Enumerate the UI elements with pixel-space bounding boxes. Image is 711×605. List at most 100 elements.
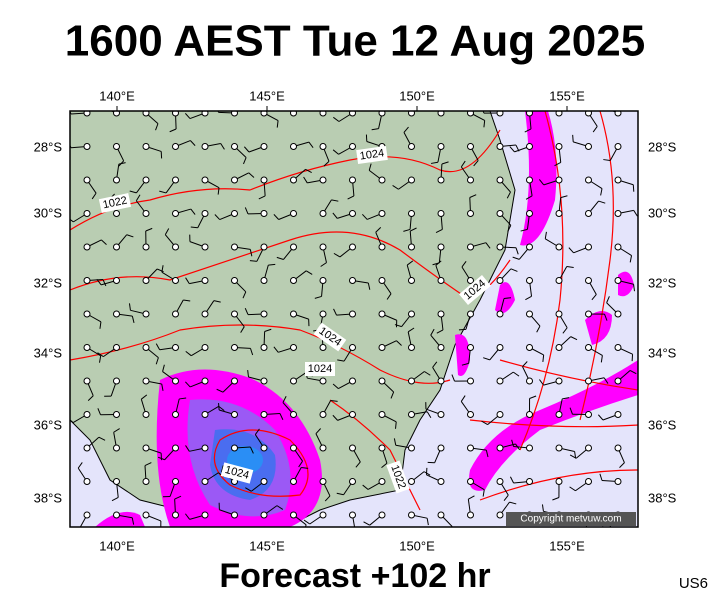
barb-station [261, 512, 267, 518]
x-tick-label: 145°E [249, 538, 285, 553]
barb-station [232, 244, 238, 250]
barb-station [586, 177, 592, 183]
y-tick-label: 28°S [34, 139, 63, 154]
barb-station [527, 278, 533, 284]
barb-station [320, 278, 326, 284]
barb-station [202, 278, 208, 284]
barb-station [232, 378, 238, 384]
barb-station [350, 512, 356, 518]
y-tick-label: 34°S [34, 345, 63, 360]
y-tick-label: 30°S [34, 205, 63, 220]
y-tick-label: 38°S [648, 490, 677, 505]
barb-station [379, 345, 385, 351]
barb-station [143, 278, 149, 284]
barb-station [143, 512, 149, 518]
barb-station [173, 278, 179, 284]
barb-station [438, 479, 444, 485]
barb-station [497, 412, 503, 418]
barb-station [379, 244, 385, 250]
barb-station [438, 211, 444, 217]
barb-station [84, 512, 90, 518]
barb-station [350, 244, 356, 250]
y-tick-label: 32°S [34, 275, 63, 290]
barb-station [291, 512, 297, 518]
barb-station [320, 345, 326, 351]
barb-station [438, 311, 444, 317]
barb-station [409, 345, 415, 351]
barb-station [497, 345, 503, 351]
barb-station [202, 412, 208, 418]
barb-station [438, 244, 444, 250]
barb-station [497, 445, 503, 451]
barb-station [556, 144, 562, 150]
barb-station [497, 177, 503, 183]
barb-station [468, 512, 474, 518]
barb-station [527, 311, 533, 317]
barb-flag [579, 531, 586, 532]
barb-station [114, 479, 120, 485]
barb-station [468, 479, 474, 485]
barb-station [173, 144, 179, 150]
barb-station [84, 278, 90, 284]
barb-station [261, 479, 267, 485]
barb-station [468, 177, 474, 183]
barb-station [261, 378, 267, 384]
barb-station [409, 311, 415, 317]
barb-station [409, 445, 415, 451]
barb-station [114, 244, 120, 250]
barb-station [468, 311, 474, 317]
barb-station [438, 177, 444, 183]
barb-station [556, 345, 562, 351]
barb-station [320, 211, 326, 217]
x-tick-label: 150°E [399, 538, 435, 553]
y-tick-label: 36°S [648, 417, 677, 432]
y-tick-label: 30°S [648, 205, 677, 220]
barb-station [556, 311, 562, 317]
barb-station [114, 144, 120, 150]
barb-station [527, 144, 533, 150]
barb-station [173, 244, 179, 250]
barb-station [114, 345, 120, 351]
barb-station [586, 378, 592, 384]
barb-station [379, 479, 385, 485]
barb-station [291, 311, 297, 317]
barb-station [350, 445, 356, 451]
barb-station [586, 144, 592, 150]
title: 1600 AEST Tue 12 Aug 2025 [65, 17, 645, 66]
barb-station [143, 244, 149, 250]
barb-station [202, 445, 208, 451]
barb-station [350, 311, 356, 317]
barb-station [291, 244, 297, 250]
barb-station [350, 378, 356, 384]
barb-station [497, 144, 503, 150]
barb-flag [250, 261, 257, 262]
barb-station [350, 177, 356, 183]
barb-station [173, 345, 179, 351]
barb-station [202, 211, 208, 217]
barb-station [468, 378, 474, 384]
barb-station [232, 144, 238, 150]
barb-station [261, 311, 267, 317]
barb-station [379, 311, 385, 317]
barb-flag [349, 531, 355, 535]
barb-station [409, 177, 415, 183]
barb-station [586, 345, 592, 351]
barb-station [291, 177, 297, 183]
barb-station [468, 211, 474, 217]
barb-station [84, 345, 90, 351]
barb-station [409, 211, 415, 217]
barb-station [114, 278, 120, 284]
barb-station [527, 244, 533, 250]
barb-station [173, 412, 179, 418]
barb-station [615, 445, 621, 451]
barb-station [586, 445, 592, 451]
barb-station [586, 244, 592, 250]
barb-flag [268, 264, 275, 265]
contour-label: 1024 [305, 362, 335, 376]
barb-station [143, 378, 149, 384]
barb-flag [191, 227, 198, 228]
barb-station [143, 412, 149, 418]
barb-station [232, 445, 238, 451]
y-tick-label: 38°S [34, 490, 63, 505]
barb-station [232, 512, 238, 518]
